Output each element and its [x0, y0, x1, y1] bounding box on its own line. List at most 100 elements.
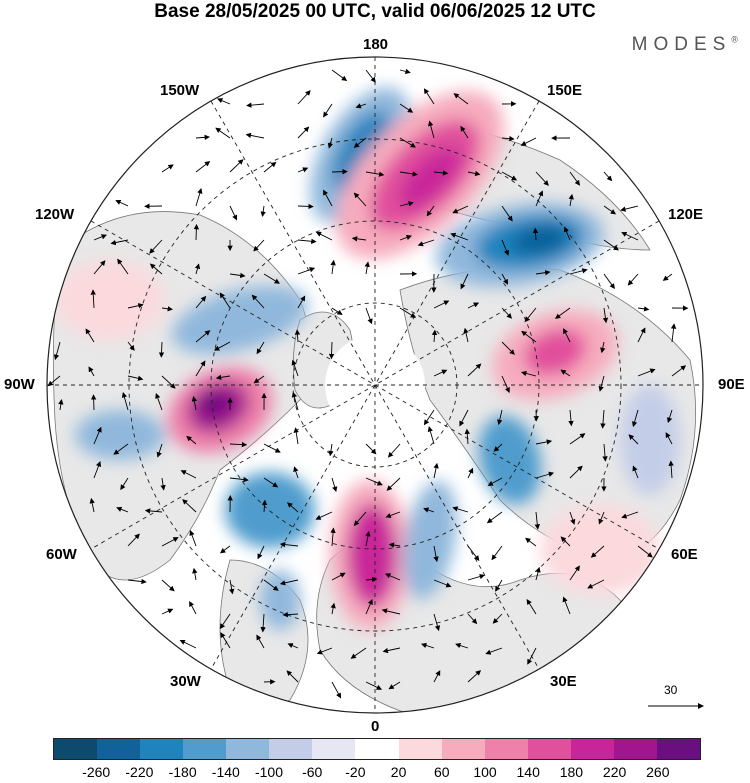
- wind-arrow: [263, 161, 277, 173]
- wind-arrow: [293, 427, 299, 445]
- colorbar-tick-label: 20: [390, 764, 407, 780]
- wind-arrow: [671, 365, 687, 377]
- wind-arrow: [501, 205, 513, 222]
- wind-arrow: [127, 341, 135, 351]
- wind-arrow: [452, 506, 469, 513]
- wind-arrow: [353, 192, 367, 207]
- wind-arrow: [328, 341, 335, 360]
- wind-arrow: [331, 307, 343, 315]
- wind-arrow: [501, 341, 515, 355]
- wind-arrow: [381, 608, 401, 615]
- wind-arrow: [155, 392, 163, 411]
- colorbar-swatch: [355, 739, 399, 759]
- wind-arrow: [501, 307, 513, 319]
- wind-arrow: [353, 511, 367, 526]
- wind-arrow: [384, 573, 401, 581]
- wind-arrow: [180, 470, 197, 479]
- wind-arrow: [161, 164, 174, 173]
- wind-arrow: [365, 477, 383, 486]
- wind-arrow: [365, 598, 373, 615]
- colorbar-tick-labels: -260 -220 -180 -140 -100 -60 -20 20 60 100 140 180 2…: [0, 764, 750, 782]
- colorbar-tick-label: -140: [211, 764, 240, 780]
- wind-arrow: [330, 602, 336, 615]
- wind-arrow: [637, 368, 656, 377]
- wind-arrow: [195, 360, 206, 377]
- wind-arrow: [386, 477, 401, 491]
- wind-arrow: [387, 443, 401, 458]
- wind-arrow: [365, 530, 371, 547]
- wind-arrow: [668, 460, 674, 479]
- wind-arrow: [491, 545, 503, 561]
- wind-arrow: [263, 443, 281, 453]
- wind-arrow: [600, 341, 606, 354]
- wind-arrow: [603, 205, 617, 215]
- wind-arrow: [315, 231, 333, 241]
- wind-arrow: [467, 573, 486, 581]
- wind-arrow: [256, 341, 265, 355]
- lon-label-30e: 30E: [550, 673, 577, 690]
- wind-arrow: [382, 647, 401, 654]
- wind-arrow: [399, 307, 417, 318]
- wind-arrow: [113, 443, 129, 455]
- wind-arrow: [217, 98, 231, 105]
- colorbar-swatch: [97, 739, 141, 759]
- wind-arrow: [158, 341, 165, 358]
- wind-arrow: [526, 599, 537, 615]
- wind-arrow: [286, 670, 299, 683]
- wind-arrow: [229, 272, 246, 279]
- wind-arrow: [535, 566, 541, 581]
- wind-arrow: [251, 294, 265, 309]
- colorbar-tick-label: -20: [345, 764, 366, 780]
- wind-arrow: [331, 572, 346, 581]
- colorbar-tick-label: -180: [168, 764, 197, 780]
- wind-arrow: [492, 613, 503, 624]
- wind-arrow: [156, 443, 163, 458]
- wind-arrow: [279, 541, 299, 548]
- wind-arrow: [327, 137, 333, 149]
- colorbar-tick-label: -60: [302, 764, 323, 780]
- wind-arrow: [323, 103, 333, 118]
- wind-arrow: [229, 579, 235, 595]
- colorbar-tick-label: 220: [602, 764, 627, 780]
- wind-arrow: [433, 545, 439, 563]
- wind-arrow: [427, 426, 435, 445]
- wind-arrow: [253, 239, 265, 252]
- wind-arrow: [253, 375, 265, 384]
- wind-vectors: [47, 68, 689, 699]
- wind-arrow: [563, 226, 571, 241]
- wind-arrow: [431, 329, 438, 343]
- wind-arrow: [316, 647, 333, 655]
- wind-arrow: [365, 443, 377, 455]
- lon-label-60w: 60W: [46, 546, 77, 563]
- wind-arrow: [331, 477, 338, 493]
- wind-arrow: [421, 642, 435, 649]
- wind-arrow: [460, 273, 469, 290]
- colorbar-swatch: [312, 739, 356, 759]
- wind-arrow: [365, 307, 373, 325]
- colorbar-tick-label: 260: [646, 764, 670, 780]
- colorbar-swatch: [570, 739, 614, 759]
- wind-arrow: [193, 223, 200, 241]
- wind-arrow: [388, 542, 401, 548]
- wind-arrow: [263, 579, 279, 591]
- wind-arrow: [229, 441, 248, 448]
- wind-arrow: [323, 189, 333, 207]
- wind-arrow: [560, 369, 571, 377]
- wind-arrow: [455, 642, 469, 649]
- wind-arrow: [161, 375, 176, 389]
- wind-arrow: [189, 530, 197, 547]
- wind-arrow: [426, 205, 435, 217]
- wind-arrow: [144, 508, 163, 514]
- lon-label-150e: 150E: [547, 82, 583, 99]
- wind-arrow: [467, 613, 478, 625]
- wind-arrow: [527, 647, 537, 665]
- wind-arrow: [535, 471, 555, 479]
- wind-arrow: [563, 328, 571, 343]
- wind-arrow: [365, 576, 378, 583]
- wind-arrow: [417, 239, 435, 247]
- wind-arrow: [331, 69, 348, 82]
- colorbar-tick-label: 60: [434, 764, 450, 780]
- wind-arrow: [246, 102, 265, 108]
- wind-arrow: [433, 579, 452, 588]
- wind-arrow: [587, 579, 605, 589]
